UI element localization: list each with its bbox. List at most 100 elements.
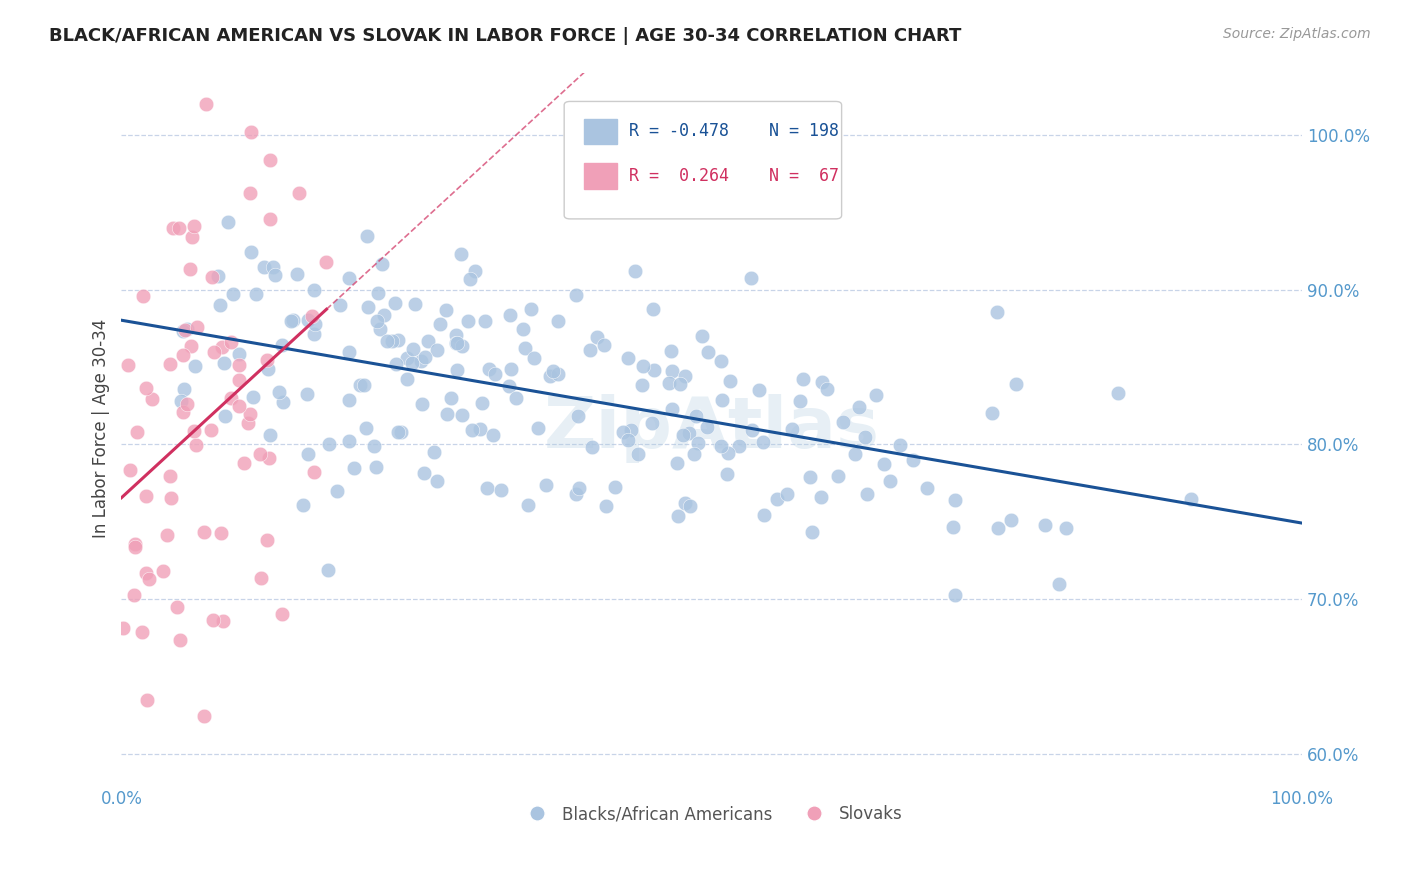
Point	[740, 271, 762, 285]
Point	[1107, 386, 1129, 401]
Point	[478, 361, 501, 376]
Point	[221, 392, 243, 406]
Legend: Blacks/African Americans, Slovaks: Blacks/African Americans, Slovaks	[513, 798, 910, 830]
Point	[315, 254, 337, 268]
Point	[444, 327, 467, 342]
Point	[643, 363, 665, 377]
Point	[416, 334, 439, 348]
Point	[659, 344, 682, 359]
Point	[844, 447, 866, 461]
Point	[232, 456, 254, 470]
Point	[436, 408, 458, 422]
Point	[389, 425, 412, 439]
Point	[401, 356, 423, 370]
Point	[505, 391, 527, 405]
Point	[627, 447, 650, 461]
Point	[337, 345, 360, 359]
Point	[111, 621, 134, 635]
Point	[728, 439, 751, 453]
Point	[617, 351, 640, 365]
Point	[176, 322, 198, 336]
Point	[367, 286, 389, 301]
Point	[301, 310, 323, 324]
Point	[160, 491, 183, 505]
Point	[718, 374, 741, 388]
Point	[474, 314, 496, 328]
Point	[256, 352, 278, 367]
Point	[879, 474, 901, 488]
Point	[200, 423, 222, 437]
Point	[368, 322, 391, 336]
Point	[848, 401, 870, 415]
Point	[373, 309, 395, 323]
Point	[138, 572, 160, 586]
Point	[186, 320, 208, 334]
Point	[124, 537, 146, 551]
Point	[512, 322, 534, 336]
Point	[239, 407, 262, 421]
Point	[547, 314, 569, 328]
Point	[831, 415, 853, 429]
Point	[356, 228, 378, 243]
Point	[1047, 576, 1070, 591]
Point	[271, 337, 294, 351]
Point	[716, 467, 738, 482]
Point	[1054, 521, 1077, 535]
Point	[236, 416, 259, 430]
Point	[581, 440, 603, 454]
Point	[1000, 513, 1022, 527]
Point	[179, 262, 201, 277]
Point	[375, 334, 398, 349]
Point	[440, 392, 463, 406]
Point	[271, 607, 294, 621]
Point	[337, 270, 360, 285]
Point	[217, 214, 239, 228]
Point	[172, 405, 194, 419]
Point	[457, 313, 479, 327]
Point	[262, 260, 284, 274]
Point	[901, 452, 924, 467]
Point	[159, 357, 181, 371]
Point	[789, 394, 811, 409]
FancyBboxPatch shape	[564, 102, 842, 219]
Point	[201, 613, 224, 627]
Point	[280, 314, 302, 328]
Point	[856, 487, 879, 501]
Point	[169, 221, 191, 235]
Point	[460, 423, 482, 437]
Point	[402, 342, 425, 356]
Point	[471, 395, 494, 409]
Point	[184, 359, 207, 373]
Point	[710, 439, 733, 453]
Point	[384, 296, 406, 310]
Point	[228, 358, 250, 372]
Point	[135, 381, 157, 395]
Point	[426, 343, 449, 357]
Point	[853, 430, 876, 444]
Point	[766, 492, 789, 507]
Point	[696, 420, 718, 434]
Point	[184, 438, 207, 452]
Point	[169, 393, 191, 408]
Point	[304, 318, 326, 332]
Point	[620, 423, 643, 437]
Point	[291, 499, 314, 513]
Point	[889, 437, 911, 451]
Point	[209, 526, 232, 541]
Point	[685, 409, 707, 424]
Point	[356, 300, 378, 314]
Point	[411, 397, 433, 411]
Point	[211, 340, 233, 354]
Point	[451, 408, 474, 422]
Point	[271, 394, 294, 409]
Point	[159, 469, 181, 483]
Point	[666, 509, 689, 524]
Point	[253, 260, 276, 275]
Point	[136, 692, 159, 706]
Point	[172, 324, 194, 338]
Point	[174, 323, 197, 337]
Point	[501, 362, 523, 376]
Point	[318, 436, 340, 450]
Point	[688, 436, 710, 450]
Point	[666, 456, 689, 470]
